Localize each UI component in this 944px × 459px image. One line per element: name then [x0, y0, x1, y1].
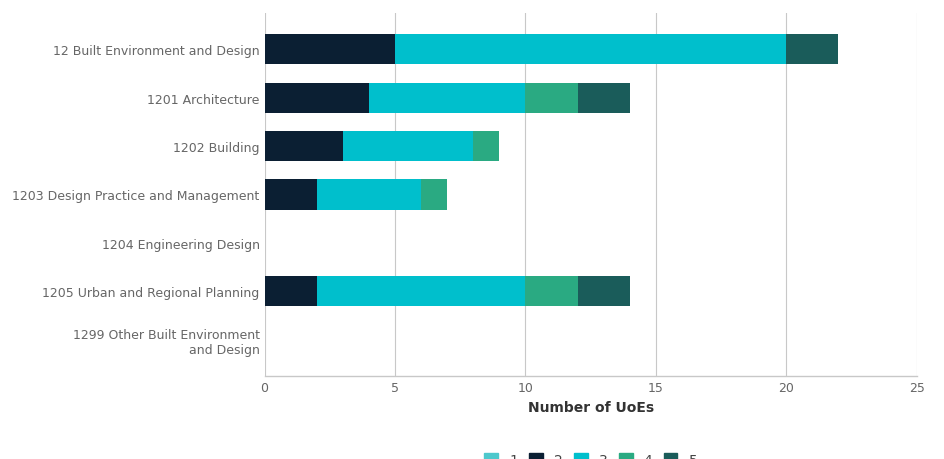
Bar: [525, 84, 577, 113]
Bar: [368, 84, 525, 113]
Bar: [264, 84, 368, 113]
Bar: [785, 35, 837, 65]
Bar: [395, 35, 785, 65]
Bar: [473, 132, 498, 162]
Bar: [343, 132, 473, 162]
Bar: [316, 180, 421, 210]
Bar: [525, 277, 577, 307]
Bar: [421, 180, 447, 210]
Legend: 1, 2, 3, 4, 5: 1, 2, 3, 4, 5: [480, 448, 700, 459]
Bar: [577, 84, 629, 113]
Bar: [264, 35, 395, 65]
Bar: [316, 277, 525, 307]
Bar: [577, 277, 629, 307]
X-axis label: Number of UoEs: Number of UoEs: [527, 400, 653, 414]
Bar: [264, 132, 343, 162]
Bar: [264, 277, 316, 307]
Bar: [264, 180, 316, 210]
